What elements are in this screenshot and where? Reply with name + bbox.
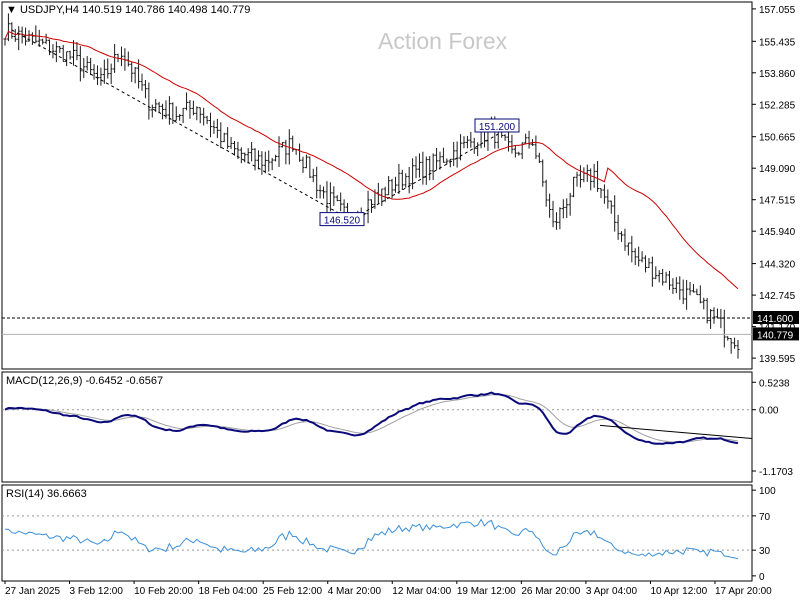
dropdown-triangle-icon[interactable]: ▼	[6, 4, 17, 16]
y-tick-label: 152.285	[759, 100, 796, 111]
rsi-tick-label: 100	[759, 486, 776, 497]
x-tick-label: 10 Feb 20:00	[134, 586, 193, 597]
macd-line	[4, 391, 739, 445]
macd-divergence-line	[599, 424, 753, 440]
trendline-down	[11, 29, 352, 221]
x-tick-label: 3 Apr 04:00	[586, 586, 638, 597]
support-level-tag	[753, 311, 799, 324]
macd-tick-label: -1.1703	[759, 467, 793, 478]
close-value: 140.779	[210, 4, 251, 16]
x-tick-label: 18 Feb 04:00	[199, 586, 258, 597]
y-tick-label: 145.940	[759, 227, 796, 238]
macd-label: MACD(12,26,9) -0.6452 -0.6567	[6, 375, 164, 387]
x-tick-label: 10 Apr 12:00	[650, 586, 707, 597]
last-price-tag	[753, 327, 799, 341]
x-tick-label: 26 Mar 20:00	[521, 586, 580, 597]
open-value: 140.519	[82, 4, 122, 16]
rsi-label: RSI(14) 36.6663	[6, 488, 87, 500]
rsi-pane-frame	[1, 484, 753, 582]
x-tick-label: 25 Feb 12:00	[263, 586, 322, 597]
low-value: 140.498	[167, 4, 208, 16]
x-tick-label: 12 Mar 04:00	[392, 586, 451, 597]
macd-header: MACD(12,26,9) -0.6452 -0.6567	[6, 375, 163, 387]
support-level-label: 141.600	[757, 314, 794, 325]
rsi-tick-label: 70	[759, 512, 771, 523]
y-tick-label: 153.860	[759, 69, 796, 80]
moving-average-line	[4, 30, 739, 290]
macd-pane-frame	[1, 371, 753, 483]
low-annotation-box	[319, 212, 365, 227]
rsi-line	[5, 518, 739, 560]
last-price-label: 140.779	[757, 330, 794, 341]
high-annotation-text: 151.200	[479, 122, 516, 133]
rsi-tick-label: 0	[759, 572, 765, 583]
high-annotation-box	[474, 118, 520, 133]
y-tick-label: 144.320	[759, 260, 796, 271]
high-value: 140.786	[124, 4, 165, 16]
trendline-up	[350, 129, 506, 221]
y-tick-label: 142.745	[759, 291, 796, 302]
macd-tick-label: 0.5238	[759, 378, 790, 389]
rsi-tick-label: 30	[759, 546, 771, 557]
y-tick-label: 155.435	[759, 37, 796, 48]
y-tick-label: 150.665	[759, 133, 796, 144]
y-tick-label: 149.090	[759, 164, 796, 175]
y-tick-label: 139.595	[759, 354, 796, 365]
symbol-label: USDJPY,H4	[19, 4, 80, 16]
macd-signal-line	[4, 394, 739, 443]
x-tick-label: 19 Mar 12:00	[457, 586, 516, 597]
rsi-header: RSI(14) 36.6663	[6, 488, 87, 500]
macd-tick-label: 0.00	[759, 406, 779, 417]
price-bars	[3, 13, 740, 359]
watermark: Action Forex	[378, 28, 508, 54]
y-tick-label: 147.515	[759, 196, 796, 207]
main-header: ▼ USDJPY,H4 140.519 140.786 140.498 140.…	[6, 4, 250, 16]
low-annotation-text: 146.520	[324, 216, 361, 227]
y-tick-label: 157.055	[759, 5, 796, 16]
x-tick-label: 27 Jan 2025	[5, 586, 60, 597]
x-tick-label: 17 Apr 20:00	[715, 586, 772, 597]
main-pane-frame	[1, 1, 753, 370]
x-tick-label: 4 Mar 20:00	[328, 586, 382, 597]
x-tick-label: 3 Feb 12:00	[70, 586, 124, 597]
